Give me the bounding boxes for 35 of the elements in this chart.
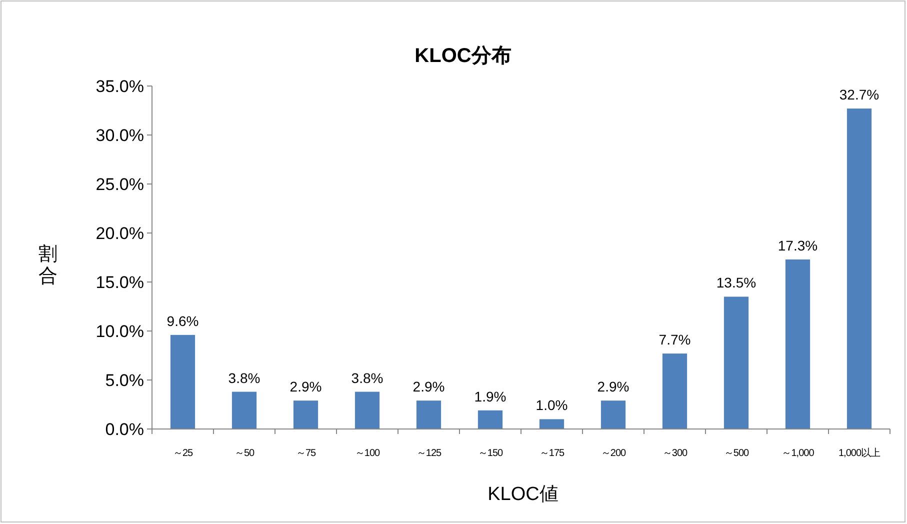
- data-label: 13.5%: [716, 274, 756, 291]
- x-tick-label: ～175: [539, 448, 566, 459]
- data-label: 7.7%: [658, 332, 691, 348]
- x-tick-label: ～50: [234, 448, 255, 459]
- y-tick-label: 0.0%: [105, 420, 144, 439]
- data-label: 32.7%: [839, 86, 880, 103]
- x-axis-title: KLOC値: [488, 484, 558, 505]
- data-label: 2.9%: [290, 378, 322, 395]
- y-axis-title: 割合: [38, 244, 58, 287]
- y-tick-label: 15.0%: [96, 273, 144, 292]
- data-label: 3.8%: [228, 370, 260, 386]
- x-tick-label: ～300: [662, 448, 688, 459]
- x-tick-label: ～1,000: [782, 448, 815, 459]
- x-tick-label: ～500: [724, 448, 750, 459]
- y-tick-label: 10.0%: [96, 322, 144, 341]
- data-label: 17.3%: [778, 237, 818, 254]
- data-label: 9.6%: [166, 312, 199, 329]
- y-tick-label: 35.0%: [96, 77, 144, 96]
- y-tick-label: 30.0%: [96, 126, 144, 145]
- x-tick-label: ～75: [296, 448, 316, 459]
- data-label: 2.9%: [597, 378, 630, 395]
- y-tick-label: 5.0%: [105, 371, 144, 390]
- y-tick-label: 25.0%: [96, 175, 144, 194]
- data-label: 1.0%: [536, 397, 568, 414]
- x-tick-label: 1,000以上: [838, 447, 881, 459]
- data-label: 1.9%: [474, 388, 506, 404]
- x-tick-label: ～150: [478, 448, 504, 459]
- chart-title: KLOC分布: [414, 45, 512, 67]
- data-label: 2.9%: [412, 378, 445, 395]
- x-tick-label: ～125: [416, 448, 442, 459]
- y-tick-label: 20.0%: [96, 224, 144, 243]
- data-label: 3.8%: [351, 370, 384, 386]
- x-tick-label: ～100: [354, 448, 381, 459]
- x-tick-label: ～25: [172, 448, 194, 459]
- x-tick-label: ～200: [600, 448, 627, 459]
